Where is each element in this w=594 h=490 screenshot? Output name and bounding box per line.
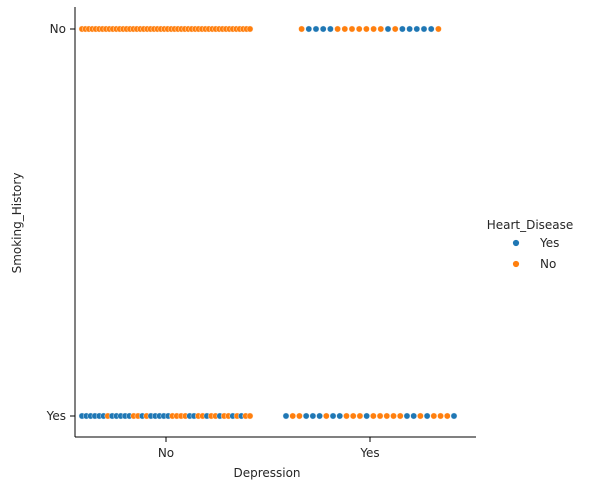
data-point-1-12 (384, 25, 392, 33)
data-point-1-5 (334, 25, 341, 33)
data-point-1-8 (355, 25, 363, 33)
legend-marker-no (512, 260, 520, 268)
data-point-1-19 (435, 25, 442, 33)
legend-title: Heart_Disease (487, 218, 574, 232)
data-point-3-18 (403, 412, 411, 420)
data-point-1-13 (391, 25, 399, 33)
legend-marker-yes (512, 239, 520, 247)
data-point-1-3 (319, 25, 327, 33)
data-point-3-23 (437, 412, 444, 420)
data-point-3-14 (376, 412, 384, 420)
legend-label-yes: Yes (539, 236, 559, 250)
data-point-3-21 (423, 412, 431, 420)
data-point-0-49 (246, 25, 254, 33)
data-point-3-15 (383, 412, 391, 420)
data-point-3-12 (363, 412, 370, 420)
data-point-3-10 (349, 412, 357, 420)
data-point-3-20 (417, 412, 424, 420)
data-point-3-24 (443, 412, 451, 420)
data-point-3-13 (370, 412, 377, 420)
data-point-3-8 (336, 412, 344, 420)
data-point-1-16 (413, 25, 421, 33)
data-point-3-19 (410, 412, 417, 420)
data-point-3-7 (329, 412, 337, 420)
data-point-1-0 (298, 25, 305, 33)
legend: Heart_Disease Yes No (487, 218, 574, 271)
data-point-3-2 (296, 412, 303, 420)
data-point-3-1 (289, 412, 297, 420)
x-tick-label-yes: Yes (359, 446, 379, 460)
y-axis-title: Smoking_History (10, 173, 24, 274)
y-axis-ticks: Yes No (46, 22, 75, 423)
data-point-1-17 (420, 25, 428, 33)
data-point-1-14 (399, 25, 406, 33)
x-tick-label-no: No (158, 446, 174, 460)
legend-label-no: No (540, 257, 556, 271)
x-axis-ticks: No Yes (158, 437, 380, 460)
data-point-2-39 (246, 412, 254, 420)
data-point-3-0 (282, 412, 290, 420)
data-point-1-10 (370, 25, 377, 33)
data-point-3-6 (323, 412, 330, 420)
data-point-3-25 (450, 412, 458, 420)
data-point-3-22 (430, 412, 438, 420)
data-point-1-1 (305, 25, 313, 33)
x-axis-title: Depression (233, 466, 300, 480)
data-point-3-16 (390, 412, 397, 420)
y-tick-label-no: No (50, 22, 66, 36)
data-point-3-4 (309, 412, 317, 420)
data-point-1-15 (406, 25, 413, 33)
data-point-1-7 (348, 25, 356, 33)
data-point-1-18 (427, 25, 435, 33)
data-point-3-17 (396, 412, 404, 420)
data-points (78, 25, 458, 420)
data-point-3-3 (302, 412, 310, 420)
data-point-1-11 (377, 25, 385, 33)
y-tick-label-yes: Yes (46, 409, 66, 423)
data-point-3-9 (343, 412, 350, 420)
data-point-1-9 (363, 25, 370, 33)
data-point-1-4 (327, 25, 334, 33)
data-point-3-11 (356, 412, 364, 420)
data-point-1-2 (312, 25, 320, 33)
data-point-3-5 (316, 412, 323, 420)
data-point-1-6 (341, 25, 349, 33)
